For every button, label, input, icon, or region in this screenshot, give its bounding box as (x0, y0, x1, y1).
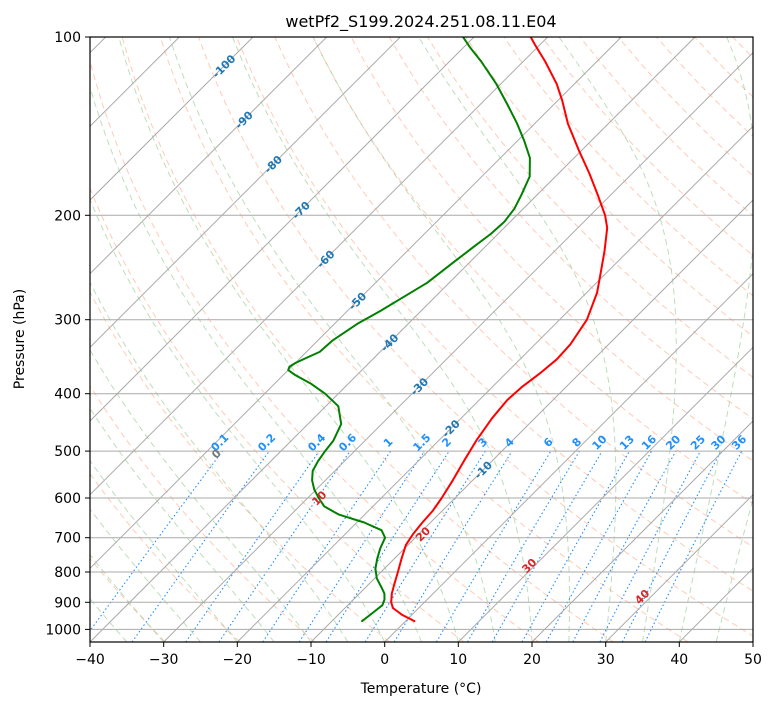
y-tick-label: 900 (54, 595, 81, 611)
isotherm (90, 37, 622, 570)
moist-adiabat (232, 37, 533, 642)
y-tick-label: 100 (54, 30, 81, 46)
mixing-ratio-line (298, 450, 425, 642)
x-tick-label: 40 (670, 652, 688, 668)
moist-adiabat (312, 37, 570, 642)
isotherm (90, 37, 401, 349)
mixing-ratio-line (393, 450, 513, 642)
dry-adiabat (236, 37, 753, 592)
mixing-ratio-line (521, 450, 630, 642)
mixing-ratio-line (131, 450, 270, 642)
mixing-ratio-line (185, 450, 320, 642)
x-axis: −40 −30 −20 −10 0 10 20 30 40 50 (75, 642, 762, 668)
dry-adiabat (503, 37, 753, 297)
y-tick-label: 400 (54, 387, 81, 403)
dry-adiabat (90, 186, 465, 642)
moist-adiabat (90, 198, 386, 642)
mixing-ratio-line (218, 450, 351, 642)
moist-adiabat (168, 37, 496, 642)
moist-adiabat (715, 497, 753, 642)
y-tick-label: 1000 (45, 622, 81, 638)
x-tick-label: 30 (597, 652, 615, 668)
plot-frame (89, 36, 754, 643)
y-tick-label: 800 (54, 565, 81, 581)
chart-title: wetPf2_S199.2024.251.08.11.E04 (285, 12, 556, 32)
x-tick-label: −10 (296, 652, 326, 668)
x-tick-label: 0 (380, 652, 389, 668)
isotherm-gridlines (90, 37, 753, 642)
isotherm (605, 493, 753, 642)
x-tick-label: 10 (449, 652, 467, 668)
dry-adiabat (350, 37, 753, 462)
y-tick-label: 200 (54, 208, 81, 224)
dry-adiabat (312, 37, 753, 505)
mixing-ratio-line (262, 450, 392, 642)
dry-adiabat (388, 37, 753, 420)
dry-adiabat (465, 37, 753, 338)
moist-adiabat (90, 508, 201, 642)
isobar-gridlines (90, 37, 753, 630)
isotherm (236, 125, 753, 642)
moist-adiabat (90, 553, 165, 642)
isotherm (90, 37, 549, 496)
moist-adiabat (90, 459, 238, 642)
mixing-ratio-line (545, 450, 653, 642)
isotherm (90, 37, 254, 201)
x-axis-label: Temperature (°C) (360, 681, 482, 697)
mixing-ratio-line (644, 450, 743, 642)
dry-adiabat (90, 291, 390, 642)
isotherm (163, 51, 753, 642)
y-axis-label: Pressure (hPa) (12, 289, 28, 389)
mixing-ratio-line (90, 450, 223, 632)
isotherm (457, 346, 753, 642)
moist-adiabat (558, 37, 677, 642)
x-tick-label: 20 (523, 652, 541, 668)
x-tick-label: −40 (75, 652, 105, 668)
moist-adiabat (90, 598, 128, 642)
y-tick-label: 300 (54, 313, 81, 329)
isotherm (531, 420, 753, 642)
moist-adiabat (90, 407, 275, 642)
dry-adiabat (121, 37, 614, 642)
y-tick-label: 600 (54, 491, 81, 507)
isotherm (310, 199, 753, 642)
isotherm (90, 37, 328, 275)
moist-adiabat (90, 85, 422, 642)
y-tick-label: 500 (54, 444, 81, 460)
mixing-ratio-line (572, 450, 677, 642)
isotherm (90, 37, 696, 642)
temperature-line (390, 37, 609, 623)
dry-adiabat (426, 37, 753, 378)
x-tick-label: −30 (149, 652, 179, 668)
moist-adiabat (90, 281, 349, 642)
y-axis: 100 200 300 400 500 600 700 800 900 1000 (45, 30, 90, 638)
dry-adiabats (90, 37, 753, 642)
y-tick-label: 700 (54, 531, 81, 547)
x-tick-label: 50 (744, 652, 762, 668)
dry-adiabat (159, 37, 689, 642)
dry-adiabat (274, 37, 753, 548)
isotherm (384, 272, 753, 642)
dewpoint-line (287, 37, 531, 623)
dry-adiabat (90, 59, 540, 642)
dry-adiabat (90, 472, 241, 642)
sounding-traces (287, 37, 609, 623)
x-tick-label: −20 (223, 652, 253, 668)
isotherm (90, 37, 475, 422)
dry-adiabat (90, 384, 316, 642)
moist-adiabat (418, 37, 617, 642)
moist-adiabat (678, 37, 753, 642)
